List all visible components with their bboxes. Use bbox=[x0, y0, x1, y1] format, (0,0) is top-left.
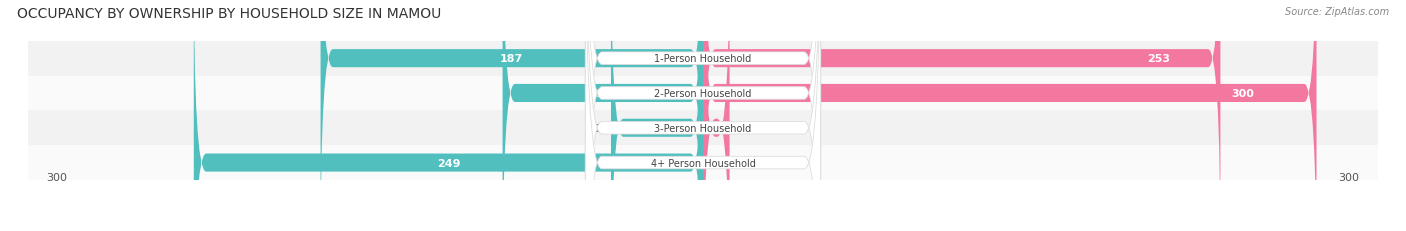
Text: 3-Person Household: 3-Person Household bbox=[654, 123, 752, 133]
Text: 13: 13 bbox=[740, 123, 754, 133]
Text: 2-Person Household: 2-Person Household bbox=[654, 88, 752, 99]
FancyBboxPatch shape bbox=[703, 0, 1220, 231]
Text: 300: 300 bbox=[1232, 88, 1254, 99]
Text: 1-Person Household: 1-Person Household bbox=[654, 54, 752, 64]
Text: 300: 300 bbox=[46, 172, 67, 182]
FancyBboxPatch shape bbox=[612, 0, 703, 231]
FancyBboxPatch shape bbox=[502, 0, 703, 231]
Text: 45: 45 bbox=[586, 123, 600, 133]
FancyBboxPatch shape bbox=[28, 111, 1378, 146]
FancyBboxPatch shape bbox=[28, 146, 1378, 180]
Text: 4+ Person Household: 4+ Person Household bbox=[651, 158, 755, 168]
FancyBboxPatch shape bbox=[28, 42, 1378, 76]
FancyBboxPatch shape bbox=[585, 0, 821, 231]
Text: 249: 249 bbox=[437, 158, 460, 168]
FancyBboxPatch shape bbox=[703, 0, 730, 231]
FancyBboxPatch shape bbox=[194, 0, 703, 231]
FancyBboxPatch shape bbox=[28, 76, 1378, 111]
Text: Source: ZipAtlas.com: Source: ZipAtlas.com bbox=[1285, 7, 1389, 17]
Text: 300: 300 bbox=[1339, 172, 1360, 182]
FancyBboxPatch shape bbox=[585, 0, 821, 231]
Text: 98: 98 bbox=[595, 88, 610, 99]
FancyBboxPatch shape bbox=[585, 0, 821, 231]
Text: 253: 253 bbox=[1147, 54, 1170, 64]
FancyBboxPatch shape bbox=[585, 0, 821, 231]
FancyBboxPatch shape bbox=[321, 0, 703, 231]
FancyBboxPatch shape bbox=[703, 0, 1316, 231]
Text: 187: 187 bbox=[501, 54, 523, 64]
Text: 0: 0 bbox=[713, 158, 720, 168]
Text: OCCUPANCY BY OWNERSHIP BY HOUSEHOLD SIZE IN MAMOU: OCCUPANCY BY OWNERSHIP BY HOUSEHOLD SIZE… bbox=[17, 7, 441, 21]
